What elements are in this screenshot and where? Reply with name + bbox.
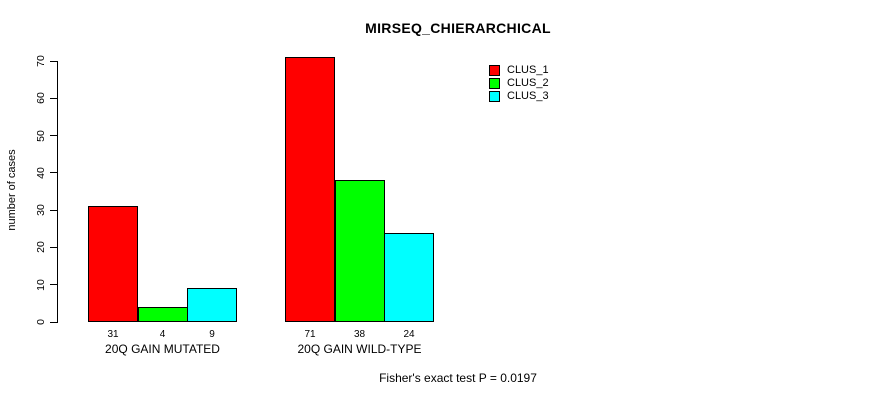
y-tick-label: 50 (35, 129, 47, 142)
y-tick-label: 20 (35, 241, 47, 254)
bar-value-label: 24 (403, 329, 415, 340)
y-tick-mark (50, 246, 58, 248)
y-tick-label: 10 (35, 278, 47, 291)
bar-clus_1-group1 (285, 57, 335, 322)
bar-value-label: 38 (353, 329, 366, 340)
legend-label-clus_1: CLUS_1 (507, 64, 549, 76)
y-tick-mark (50, 60, 58, 62)
legend-swatch-clus_1 (489, 65, 500, 76)
footnote-pvalue: Fisher's exact test P = 0.0197 (379, 371, 537, 385)
bar-clus_2-group1 (334, 180, 385, 322)
y-tick-mark (50, 97, 58, 99)
legend-label-clus_3: CLUS_3 (507, 90, 549, 102)
bar-clus_3-group1 (384, 232, 434, 322)
bar-value-label: 71 (304, 329, 316, 340)
y-tick-mark (50, 209, 58, 211)
y-tick-label: 30 (35, 204, 47, 216)
y-tick-label: 60 (35, 92, 47, 105)
y-tick-mark (50, 172, 58, 174)
y-tick-label: 40 (35, 167, 47, 179)
y-axis-label: number of cases (6, 149, 18, 231)
x-category-label: 20Q GAIN WILD-TYPE (297, 342, 422, 356)
bar-clus_2-group0 (137, 307, 188, 322)
y-axis-line (57, 61, 58, 322)
bar-value-label: 31 (107, 329, 119, 340)
legend-swatch-clus_3 (489, 91, 500, 102)
bar-value-label: 9 (209, 329, 215, 340)
y-tick-mark (50, 321, 58, 323)
bar-clus_1-group0 (88, 206, 138, 322)
legend-swatch-clus_2 (489, 78, 500, 89)
bar-clus_3-group0 (187, 288, 237, 322)
chart-title: MIRSEQ_CHIERARCHICAL (365, 20, 551, 36)
y-tick-label: 0 (35, 319, 47, 325)
bar-value-label: 4 (159, 329, 166, 340)
y-tick-mark (50, 284, 58, 286)
y-tick-mark (50, 135, 58, 137)
legend-label-clus_2: CLUS_2 (507, 77, 549, 89)
y-tick-label: 70 (35, 55, 47, 67)
x-category-label: 20Q GAIN MUTATED (105, 342, 220, 356)
